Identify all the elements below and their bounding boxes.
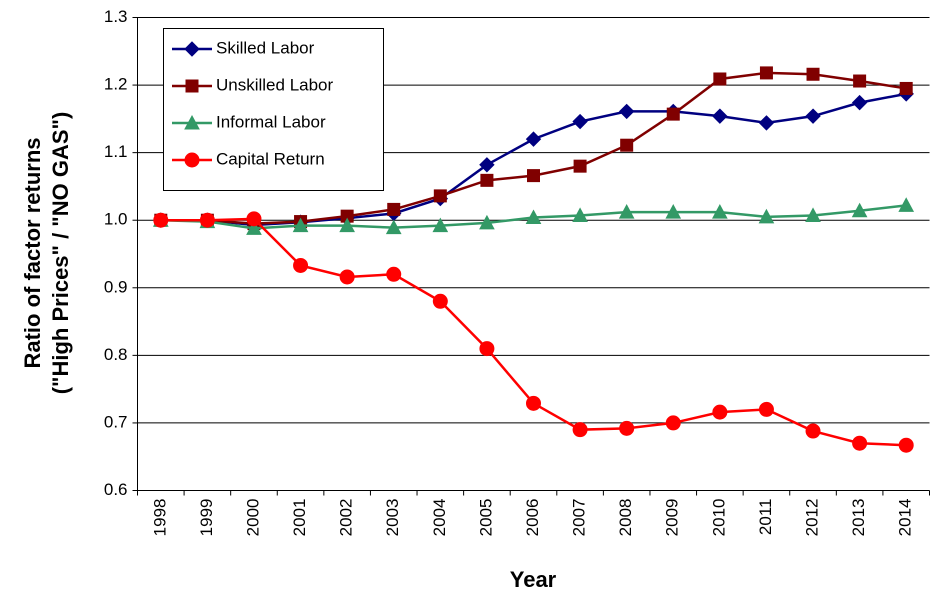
marker bbox=[527, 169, 540, 183]
x-tick-label: 1998 bbox=[150, 499, 169, 537]
marker bbox=[665, 204, 682, 219]
marker bbox=[153, 212, 169, 228]
marker bbox=[619, 420, 635, 436]
x-tick-label: 2009 bbox=[663, 499, 682, 537]
legend-label: Unskilled Labor bbox=[216, 75, 334, 94]
marker bbox=[712, 108, 728, 124]
marker bbox=[758, 208, 775, 224]
marker bbox=[185, 79, 199, 93]
marker bbox=[806, 67, 820, 81]
y-tick-label: 0.6 bbox=[104, 480, 128, 499]
x-tick-label: 2004 bbox=[430, 499, 449, 537]
marker bbox=[432, 293, 448, 309]
x-tick-label: 2012 bbox=[803, 499, 822, 537]
marker bbox=[899, 81, 913, 95]
y-tick-label: 0.7 bbox=[104, 412, 128, 431]
marker bbox=[572, 422, 588, 438]
marker bbox=[851, 94, 868, 111]
marker bbox=[184, 152, 200, 168]
marker bbox=[805, 108, 821, 124]
x-tick-label: 2011 bbox=[756, 499, 775, 536]
marker bbox=[665, 415, 681, 431]
marker bbox=[572, 113, 588, 130]
legend-box bbox=[163, 28, 384, 191]
marker bbox=[184, 41, 200, 57]
x-tick-label: 2003 bbox=[383, 499, 402, 537]
legend-label: Capital Return bbox=[216, 149, 325, 168]
y-tick-label: 0.9 bbox=[104, 277, 128, 296]
marker bbox=[525, 131, 542, 147]
marker bbox=[246, 211, 262, 227]
marker bbox=[620, 138, 634, 152]
y-tick-label: 1.1 bbox=[104, 142, 128, 161]
x-tick-label: 2008 bbox=[616, 499, 635, 537]
marker bbox=[572, 207, 588, 222]
x-tick-label: 2014 bbox=[896, 499, 915, 537]
x-tick-label: 2000 bbox=[243, 499, 262, 537]
marker bbox=[292, 217, 309, 233]
x-tick-label: 2013 bbox=[849, 499, 868, 537]
marker bbox=[712, 404, 728, 420]
marker bbox=[386, 266, 402, 282]
y-axis-label: ("High Prices" / "NO GAS") bbox=[48, 112, 73, 395]
y-axis-label: Ratio of factor returns bbox=[20, 137, 45, 368]
marker bbox=[853, 74, 867, 88]
marker bbox=[339, 269, 355, 285]
marker bbox=[385, 219, 402, 235]
marker bbox=[852, 435, 868, 451]
marker bbox=[713, 72, 727, 86]
marker bbox=[573, 159, 587, 173]
marker bbox=[666, 107, 680, 121]
marker bbox=[339, 217, 355, 233]
marker bbox=[480, 173, 494, 187]
marker bbox=[293, 257, 309, 273]
marker bbox=[805, 207, 821, 222]
marker bbox=[618, 204, 635, 219]
marker bbox=[479, 341, 495, 357]
marker bbox=[199, 212, 215, 228]
marker bbox=[479, 157, 495, 173]
marker bbox=[432, 217, 449, 233]
y-tick-label: 0.8 bbox=[104, 345, 128, 364]
marker bbox=[526, 395, 541, 411]
series-line bbox=[160, 217, 907, 447]
marker bbox=[712, 204, 728, 219]
x-tick-label: 1999 bbox=[197, 499, 216, 537]
y-tick-label: 1.0 bbox=[104, 210, 128, 229]
marker bbox=[759, 66, 773, 80]
marker bbox=[898, 197, 915, 212]
marker bbox=[618, 103, 635, 120]
marker bbox=[433, 189, 447, 203]
marker bbox=[246, 220, 262, 235]
legend-label: Skilled Labor bbox=[216, 38, 315, 57]
x-tick-label: 2010 bbox=[709, 499, 728, 537]
x-tick-label: 2005 bbox=[476, 499, 495, 537]
x-tick-label: 2007 bbox=[570, 499, 589, 537]
y-tick-label: 1.3 bbox=[104, 7, 128, 26]
marker bbox=[525, 209, 542, 225]
legend: Skilled Labor Unskilled Labor Informal Lab… bbox=[163, 28, 384, 191]
marker bbox=[387, 202, 401, 216]
x-tick-label: 2001 bbox=[290, 499, 309, 537]
marker bbox=[805, 423, 821, 439]
x-tick-label: 2006 bbox=[523, 499, 542, 537]
legend-label: Informal Labor bbox=[216, 112, 326, 131]
x-tick-label: 2002 bbox=[337, 499, 356, 537]
marker bbox=[758, 401, 774, 417]
marker bbox=[898, 437, 914, 453]
marker bbox=[851, 202, 868, 218]
marker bbox=[479, 214, 495, 230]
marker bbox=[758, 115, 775, 131]
marker bbox=[184, 114, 200, 130]
x-axis-label: Year bbox=[510, 567, 557, 592]
y-tick-label: 1.2 bbox=[104, 75, 128, 94]
